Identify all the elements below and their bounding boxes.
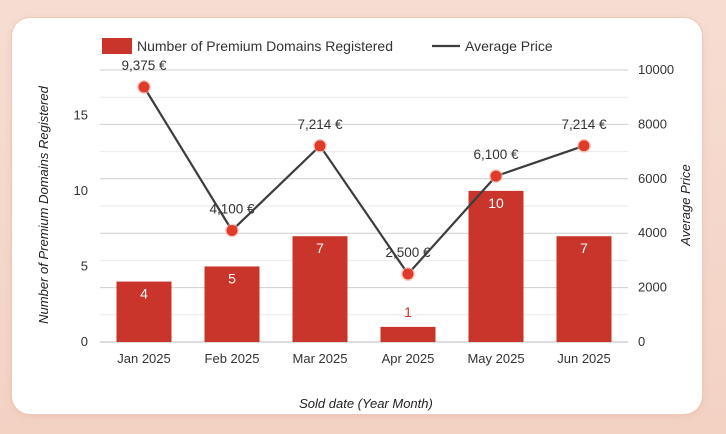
price-point	[578, 140, 590, 152]
price-line	[143, 86, 585, 276]
price-point	[138, 81, 150, 93]
price-label: 7,214 €	[561, 117, 607, 132]
bar	[380, 326, 436, 342]
price-label: 2,500 €	[385, 245, 431, 260]
y-tick-label: 5	[81, 258, 88, 273]
price-label: 7,214 €	[297, 117, 343, 132]
y-axis-title: Number of Premium Domains Registered	[36, 85, 51, 323]
bar	[204, 266, 260, 342]
price-point	[314, 140, 326, 152]
y-right-tick-label: 6000	[638, 171, 667, 186]
bar	[468, 190, 524, 342]
x-tick-label: Jan 2025	[117, 351, 171, 366]
price-label: 9,375 €	[121, 58, 167, 73]
x-tick-label: Mar 2025	[293, 351, 348, 366]
bar-value-label: 7	[316, 240, 324, 256]
x-tick-label: Jun 2025	[557, 351, 611, 366]
y-tick-label: 15	[74, 107, 88, 122]
x-axis-title: Sold date (Year Month)	[299, 396, 433, 411]
x-tick-label: Apr 2025	[382, 351, 435, 366]
price-label: 6,100 €	[473, 147, 519, 162]
bar	[292, 236, 348, 342]
y-tick-label: 10	[74, 183, 88, 198]
price-label: 4,100 €	[209, 201, 255, 216]
bar	[556, 236, 612, 342]
y-right-tick-label: 0	[638, 334, 645, 349]
bar	[116, 281, 172, 342]
y-right-axis-title: Average Price	[678, 164, 693, 246]
x-tick-label: Feb 2025	[205, 351, 260, 366]
legend-bar-label: Number of Premium Domains Registered	[137, 38, 393, 54]
x-tick-label: May 2025	[467, 351, 524, 366]
y-right-tick-label: 2000	[638, 280, 667, 295]
y-right-tick-label: 8000	[638, 116, 667, 131]
chart-card	[12, 18, 702, 414]
bar-value-label: 10	[488, 195, 504, 211]
bar-value-label: 7	[580, 240, 588, 256]
bar-value-label: 5	[228, 270, 236, 286]
y-right-tick-label: 10000	[638, 62, 674, 77]
y-tick-label: 0	[81, 334, 88, 349]
price-point	[402, 268, 414, 280]
y-right-tick-label: 4000	[638, 225, 667, 240]
bar-value-label: 1	[404, 304, 412, 320]
price-point	[490, 170, 502, 182]
bar-value-label: 4	[140, 286, 148, 302]
legend-line-label: Average Price	[465, 38, 553, 54]
price-point	[226, 224, 238, 236]
legend-bar-swatch	[102, 38, 132, 54]
